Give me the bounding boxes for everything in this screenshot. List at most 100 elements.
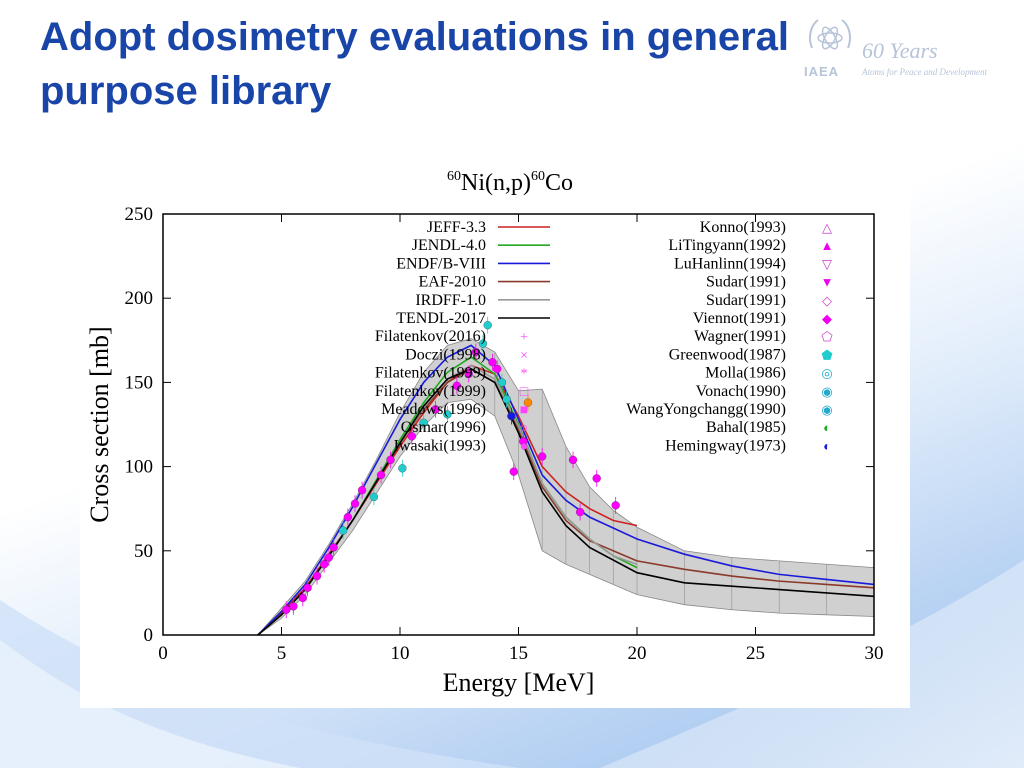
x-tick-label-2: 10 <box>391 643 410 664</box>
legend-right-symbol-1: ▲ <box>821 238 834 253</box>
exp-point-13 <box>376 470 386 480</box>
exp-point-4 <box>312 571 322 581</box>
legend-right-label-2: LuHanlinn(1994) <box>674 255 786 272</box>
exp-point-25 <box>488 358 497 367</box>
exp-point-8 <box>338 526 348 535</box>
iaea-60-years-logo: 60 Years IAEA Atoms for Peace and Develo… <box>800 12 1010 82</box>
exp-point-26 <box>493 364 502 374</box>
logo-years: 60 Years <box>862 38 938 63</box>
exp-point-22 <box>471 347 480 357</box>
exp-point-16 <box>407 432 417 441</box>
chart-title: 60Ni(n,p)60Co <box>447 169 573 196</box>
chart-title-post: Co <box>545 170 573 196</box>
legend-left-label-0: JEFF-3.3 <box>427 219 486 236</box>
logo-tagline: Atoms for Peace and Development <box>862 67 987 77</box>
exp-point-33 <box>538 452 547 461</box>
experimental-points <box>282 316 620 619</box>
legend-right-symbol-7: ⬟ <box>821 347 833 362</box>
legend-left-label-6: Filatenkov(2016) <box>375 328 486 345</box>
legend-left-label-1: JENDL-4.0 <box>412 237 486 254</box>
legend-left-label-10: Meadows(1996) <box>381 401 486 418</box>
legend-right-label-12: Hemingway(1973) <box>665 437 786 454</box>
x-tick-label-0: 0 <box>158 643 168 664</box>
legend-right-label-7: Greenwood(1987) <box>669 346 786 363</box>
legend-right-label-11: Bahal(1985) <box>706 419 786 436</box>
exp-point-36 <box>592 474 601 483</box>
legend-right-symbol-2: ▽ <box>822 256 832 271</box>
exp-point-19 <box>443 410 452 419</box>
y-tick-label-4: 200 <box>125 288 154 309</box>
legend-left-label-12: Iwasaki(1993) <box>394 437 486 454</box>
legend-left-label-3: EAF-2010 <box>418 274 486 291</box>
exp-point-31 <box>519 437 528 446</box>
exp-point-6 <box>324 553 334 562</box>
x-tick-label-1: 5 <box>277 643 287 664</box>
legend-right-symbol-8: ◎ <box>821 366 832 381</box>
legend-right-label-1: LiTingyann(1992) <box>668 237 786 254</box>
legend-left-label-11: Osmar(1996) <box>401 419 486 436</box>
exp-point-23 <box>478 339 488 348</box>
legend-right-symbol-5: ◆ <box>822 311 832 326</box>
legend-right-label-6: Wagner(1991) <box>694 328 786 345</box>
legend-left-symbol-6: + <box>520 330 528 345</box>
y-axis-label: Cross section [mb] <box>85 326 114 522</box>
exp-point-30 <box>509 467 518 476</box>
legend-right-label-4: Sudar(1991) <box>706 292 786 309</box>
exp-point-1 <box>289 602 298 611</box>
legend-right-symbol-4: ◇ <box>822 293 832 308</box>
exp-point-14 <box>386 455 395 465</box>
exp-point-10 <box>350 499 360 508</box>
legend-right-symbol-10: ◉ <box>821 402 832 417</box>
y-axis-ticks: 0 50 100 150 200 250 <box>125 204 874 646</box>
y-tick-label-2: 100 <box>125 457 154 478</box>
x-tick-label-4: 20 <box>628 643 647 664</box>
exp-point-21 <box>464 369 473 379</box>
logo-iaea: IAEA <box>804 64 840 79</box>
legend-right-symbol-11: ◐ <box>823 420 831 435</box>
slide-title-line2: purpose library <box>40 69 332 113</box>
exp-point-12 <box>369 492 379 502</box>
slide-title-line1: Adopt dosimetry evaluations in general <box>40 15 790 59</box>
legend-left-label-8: Filatenkov(1999) <box>375 365 486 382</box>
legend-left-label-4: IRDFF-1.0 <box>415 292 486 309</box>
legend-left-symbol-12: ● <box>520 439 528 454</box>
legend-right-symbol-0: △ <box>822 220 832 235</box>
chart-title-sup: 60 <box>531 169 545 184</box>
chart-title-main: Ni(n,p) <box>461 170 531 196</box>
legend-left-label-2: ENDF/B-VIII <box>396 255 486 272</box>
exp-point-34 <box>568 455 578 465</box>
legend-right-label-9: Vonach(1990) <box>696 383 786 400</box>
exp-point-11 <box>357 486 367 495</box>
x-axis-ticks: 0 5 10 15 20 25 30 <box>158 214 884 664</box>
x-tick-label-5: 25 <box>746 643 765 664</box>
curve-5 <box>257 368 875 636</box>
chart-svg: 60Ni(n,p)60Co 0 5 10 15 20 25 30 0501001502002… <box>85 169 884 697</box>
legend-left-symbol-10: ■ <box>520 403 528 418</box>
exp-point-5 <box>320 560 329 569</box>
legend-right-label-0: Konno(1993) <box>700 219 786 236</box>
x-tick-label-6: 30 <box>865 643 884 664</box>
legend-left-label-7: Doczi(1998) <box>405 346 486 363</box>
exp-point-18 <box>431 405 440 414</box>
legend-right-symbol-9: ◉ <box>821 384 832 399</box>
exp-point-32 <box>523 398 533 407</box>
legend-right-label-8: Molla(1986) <box>705 365 786 382</box>
x-tick-label-3: 15 <box>509 643 528 664</box>
exp-point-0 <box>282 605 291 614</box>
y-tick-label-0: 0 <box>144 625 154 646</box>
legend-left-label-9: Filatenkov(1999) <box>375 383 486 400</box>
exp-point-9 <box>343 512 353 522</box>
legend-right-label-10: WangYongchangg(1990) <box>626 401 786 418</box>
legend-right-label-3: Sudar(1991) <box>706 274 786 291</box>
legend-right-symbol-6: ⬠ <box>821 329 833 344</box>
laurel-emblem-icon <box>809 19 851 50</box>
legend-left-symbol-8: * <box>521 367 528 382</box>
y-tick-label-5: 250 <box>125 204 154 225</box>
cross-section-chart: 60Ni(n,p)60Co 0 5 10 15 20 25 30 0 50 100 150 200 2… <box>80 158 910 708</box>
legend-left-symbol-11: ○ <box>520 421 528 436</box>
exp-point-24 <box>483 320 492 330</box>
legend-left-symbol-9: □ <box>520 385 529 400</box>
legend-right-symbol-3: ▼ <box>821 275 834 290</box>
